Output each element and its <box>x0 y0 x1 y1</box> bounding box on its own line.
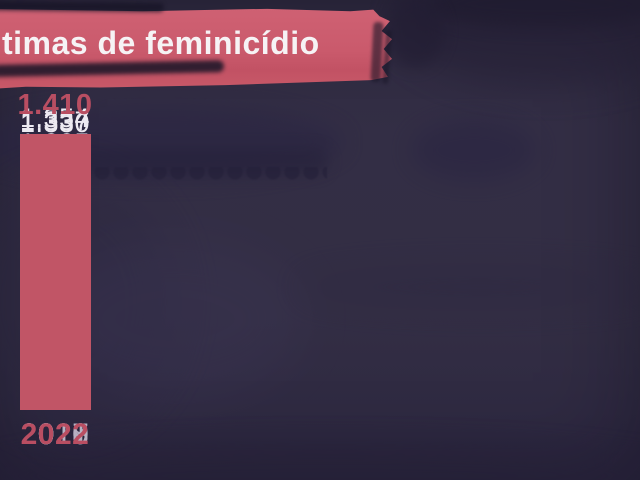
bar-year-label: 2018 <box>20 418 90 451</box>
bar-year-label: 2017 <box>20 418 90 451</box>
background-scallop-texture <box>55 167 327 185</box>
background-texture <box>412 120 536 180</box>
background-texture <box>428 0 640 28</box>
bar-value-label: 1.330 <box>19 108 91 138</box>
bar-value-label: 1.354 <box>19 103 91 133</box>
bar-year-label: 2022 <box>20 418 90 451</box>
bar-year-label: 2019 <box>20 418 90 451</box>
bar-column-highlighted: 1.410 2022 <box>0 0 110 480</box>
bar <box>19 134 91 410</box>
bar-year-label: 2021 <box>20 418 90 451</box>
background-texture <box>400 0 640 86</box>
background-texture <box>300 268 640 306</box>
background-texture <box>386 0 444 68</box>
bar-value-label: 1.337 <box>19 106 91 136</box>
chart-title: timas de feminicídio <box>2 25 320 61</box>
bar-year-label: 2020 <box>20 418 90 451</box>
bar-value-label: 1.410 <box>17 89 93 121</box>
